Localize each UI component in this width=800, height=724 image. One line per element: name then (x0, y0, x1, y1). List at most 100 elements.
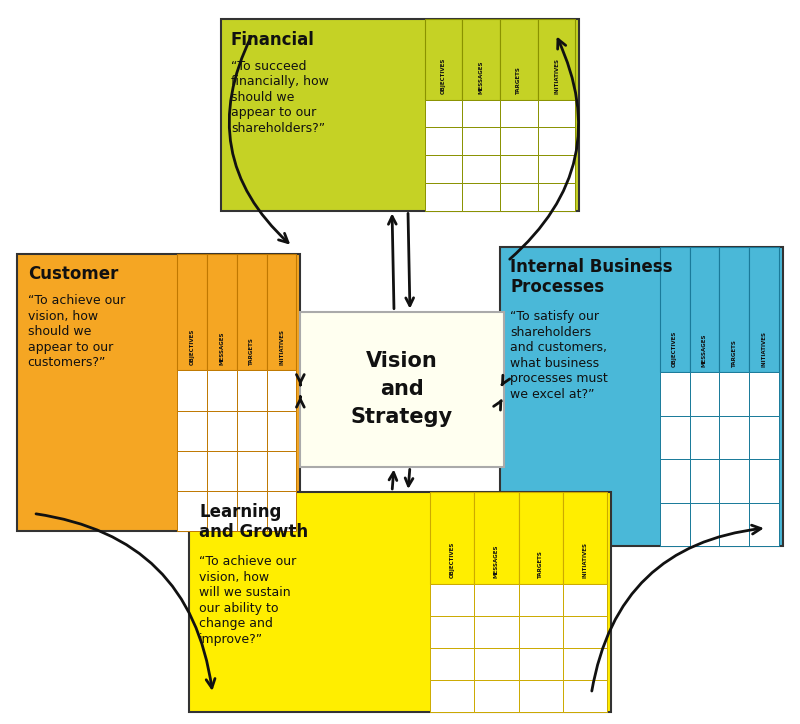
Bar (563, 584, 607, 616)
Bar (719, 372, 749, 416)
Bar (462, 100, 500, 127)
Bar (266, 451, 296, 491)
Text: OBJECTIVES: OBJECTIVES (450, 542, 454, 578)
FancyArrowPatch shape (230, 36, 288, 243)
Bar (189, 492, 611, 712)
Text: MESSAGES: MESSAGES (494, 545, 499, 578)
Text: OBJECTIVES: OBJECTIVES (190, 328, 195, 365)
Bar (425, 20, 462, 100)
Bar (563, 648, 607, 680)
Bar (462, 183, 500, 211)
Bar (430, 492, 474, 584)
Bar (500, 100, 538, 127)
Bar (237, 451, 266, 491)
Bar (425, 100, 462, 127)
Bar (518, 616, 563, 648)
Bar (719, 459, 749, 502)
Bar (266, 254, 296, 371)
Bar (660, 247, 690, 372)
Bar (425, 127, 462, 155)
Bar (660, 502, 690, 546)
Bar (538, 100, 575, 127)
Text: TARGETS: TARGETS (516, 66, 522, 94)
FancyArrowPatch shape (592, 525, 761, 691)
Text: INITIATIVES: INITIATIVES (762, 331, 766, 366)
Bar (500, 127, 538, 155)
Bar (266, 411, 296, 451)
Bar (538, 20, 575, 100)
Bar (425, 155, 462, 183)
Bar (237, 491, 266, 531)
Bar (221, 20, 579, 211)
Bar (430, 584, 474, 616)
Text: “To achieve our
vision, how
should we
appear to our
customers?”: “To achieve our vision, how should we ap… (28, 294, 125, 369)
Bar (719, 502, 749, 546)
Text: TARGETS: TARGETS (732, 339, 737, 366)
Bar (749, 416, 778, 459)
Bar (474, 616, 518, 648)
Bar (207, 451, 237, 491)
Bar (500, 20, 538, 100)
Text: MESSAGES: MESSAGES (702, 333, 707, 366)
Bar (18, 254, 300, 531)
FancyArrowPatch shape (389, 216, 396, 308)
Text: “To succeed
financially, how
should we
appear to our
shareholders?”: “To succeed financially, how should we a… (231, 60, 329, 135)
FancyArrowPatch shape (494, 400, 502, 410)
Bar (207, 254, 237, 371)
Bar (474, 648, 518, 680)
Bar (178, 451, 207, 491)
Text: INITIATIVES: INITIATIVES (582, 542, 587, 578)
Bar (237, 411, 266, 451)
Bar (237, 254, 266, 371)
Text: Financial: Financial (231, 31, 315, 49)
Bar (690, 459, 719, 502)
Bar (563, 616, 607, 648)
Bar (518, 648, 563, 680)
Text: INITIATIVES: INITIATIVES (279, 329, 284, 365)
Bar (178, 371, 207, 411)
Bar (660, 459, 690, 502)
FancyArrowPatch shape (297, 397, 304, 407)
Bar (690, 502, 719, 546)
FancyArrowPatch shape (389, 473, 397, 489)
Bar (266, 491, 296, 531)
Bar (474, 680, 518, 712)
Bar (749, 502, 778, 546)
Bar (719, 416, 749, 459)
Text: INITIATIVES: INITIATIVES (554, 58, 559, 94)
Bar (518, 492, 563, 584)
Bar (430, 648, 474, 680)
Bar (690, 372, 719, 416)
Text: OBJECTIVES: OBJECTIVES (672, 330, 677, 366)
Bar (474, 584, 518, 616)
Bar (538, 155, 575, 183)
Bar (563, 680, 607, 712)
Text: OBJECTIVES: OBJECTIVES (441, 57, 446, 94)
Bar (749, 247, 778, 372)
Bar (660, 372, 690, 416)
Text: Learning
and Growth: Learning and Growth (199, 503, 308, 541)
Bar (749, 372, 778, 416)
Bar (500, 183, 538, 211)
Bar (518, 680, 563, 712)
Text: “To satisfy our
shareholders
and customers,
what business
processes must
we exce: “To satisfy our shareholders and custome… (510, 310, 608, 400)
Bar (690, 247, 719, 372)
Bar (749, 459, 778, 502)
Bar (430, 680, 474, 712)
Bar (660, 416, 690, 459)
Text: TARGETS: TARGETS (250, 337, 254, 365)
Bar (178, 491, 207, 531)
Bar (518, 584, 563, 616)
FancyArrowPatch shape (406, 214, 414, 306)
Text: Internal Business
Processes: Internal Business Processes (510, 258, 673, 295)
Bar (500, 155, 538, 183)
Bar (178, 411, 207, 451)
Bar (207, 491, 237, 531)
FancyArrowPatch shape (405, 469, 413, 486)
Text: MESSAGES: MESSAGES (478, 60, 484, 94)
Bar (538, 127, 575, 155)
FancyArrowPatch shape (510, 39, 578, 259)
Bar (462, 127, 500, 155)
Bar (462, 20, 500, 100)
Bar (474, 492, 518, 584)
